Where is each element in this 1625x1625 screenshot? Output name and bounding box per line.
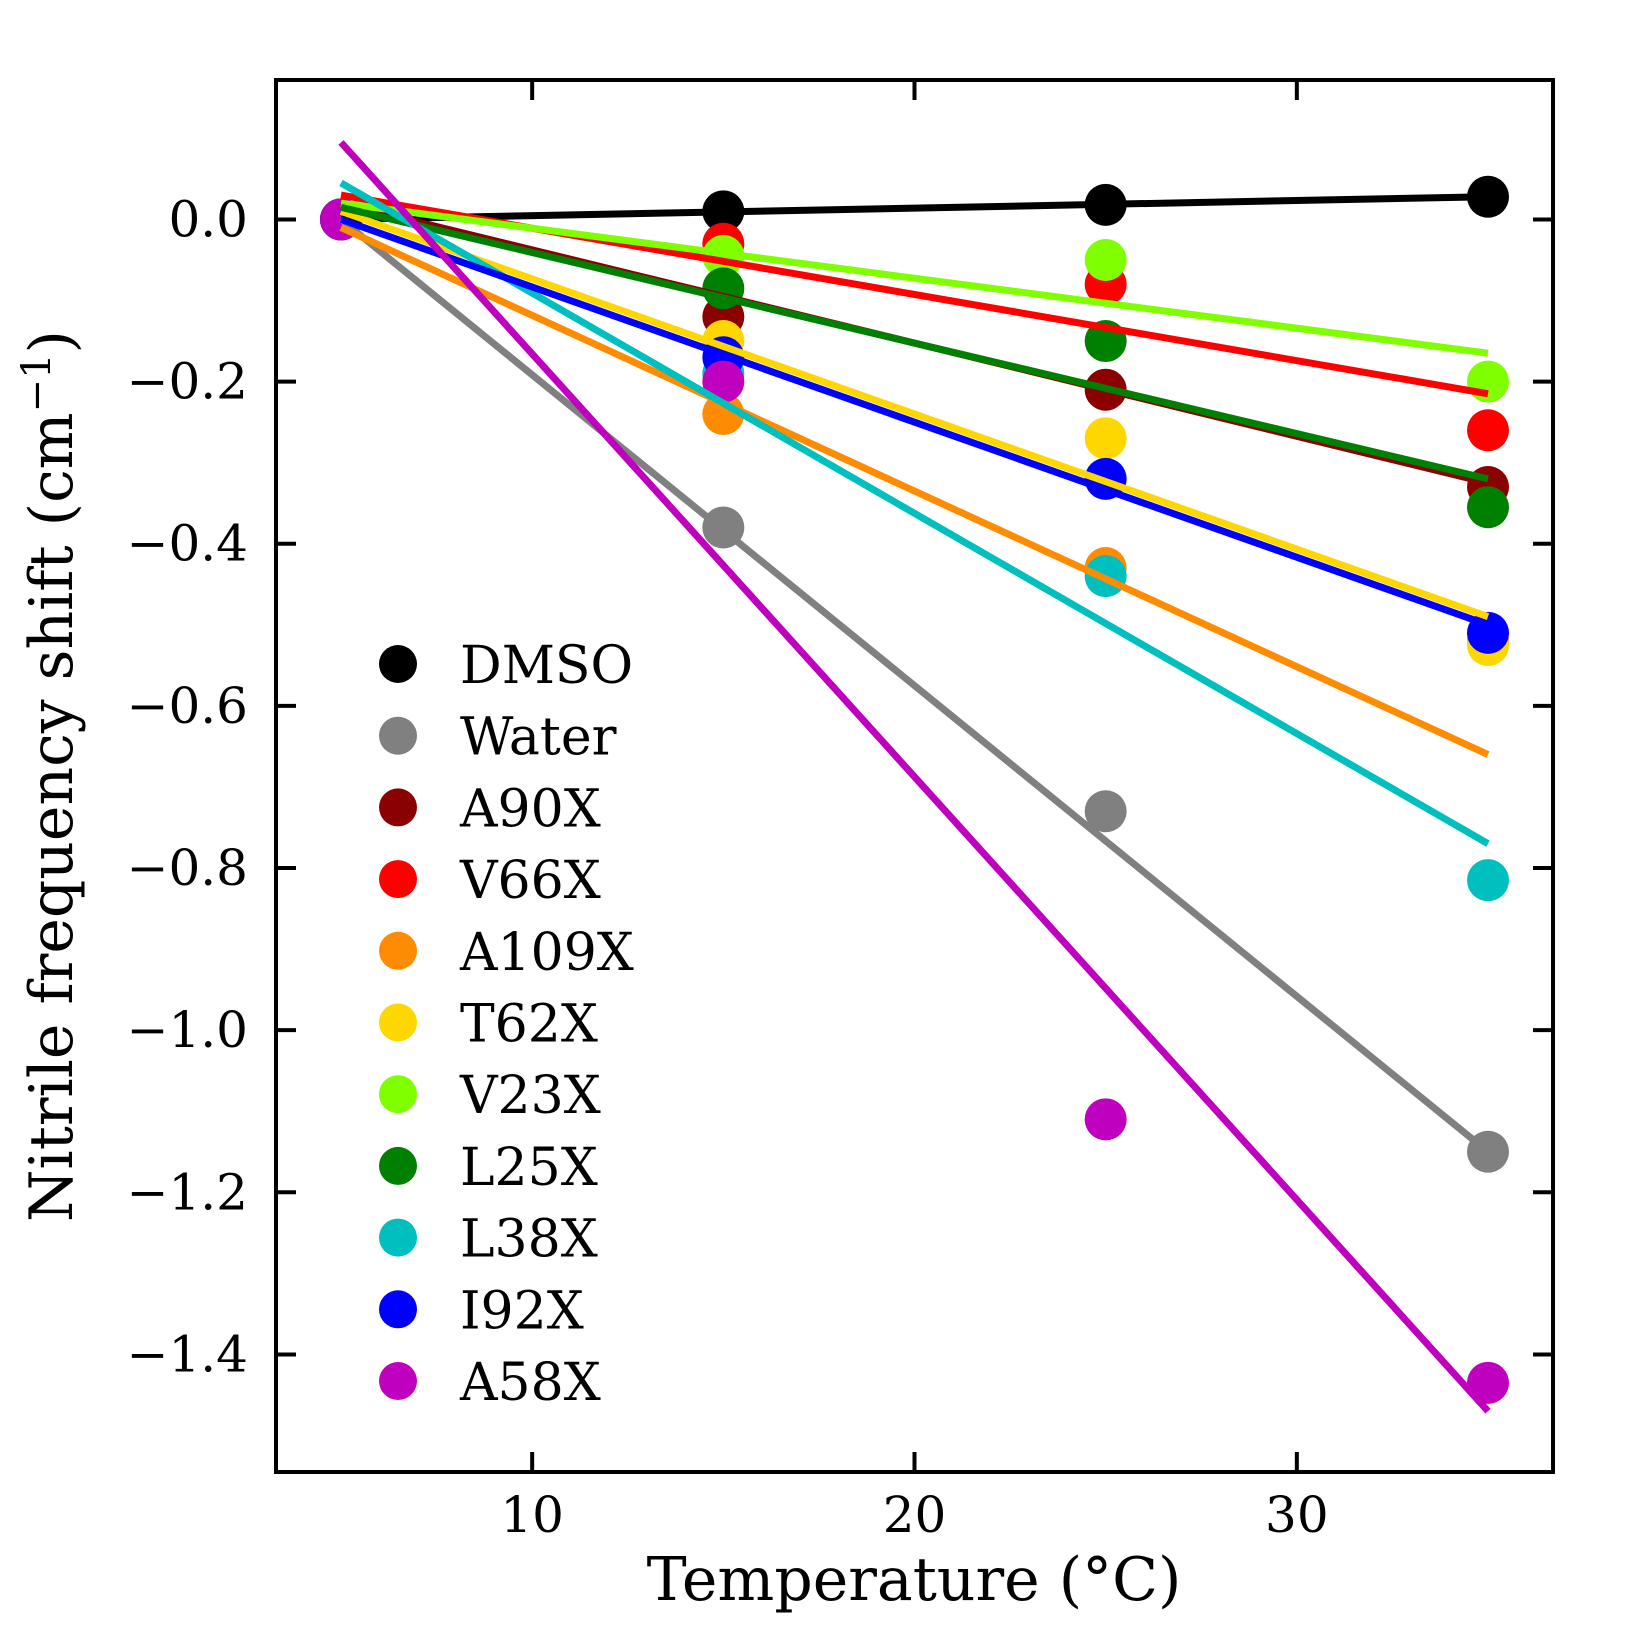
legend-label: I92X [460, 1281, 584, 1341]
y-tick-label: −1.0 [127, 1001, 248, 1059]
y-tick-label: −0.2 [127, 353, 248, 411]
fit-line-water [338, 216, 1491, 1155]
data-point [1467, 1361, 1510, 1404]
data-point [1467, 859, 1510, 902]
ticks [276, 80, 1553, 1472]
y-tick-label: −0.4 [127, 515, 248, 573]
legend-label: L25X [460, 1138, 598, 1198]
data-point [1467, 409, 1510, 452]
data-point [1084, 1098, 1127, 1141]
legend-marker [379, 1003, 417, 1042]
x-tick-label: 20 [883, 1486, 947, 1544]
data-point [1084, 790, 1127, 833]
legend-label: A109X [459, 923, 634, 983]
fit-line-l38x [339, 179, 1490, 847]
legend-label: A58X [459, 1353, 601, 1413]
fit-line-a109x [339, 224, 1490, 758]
legend-marker [379, 1218, 417, 1257]
y-axis-title: Nitrile frequency shift (cm−1) [14, 330, 87, 1222]
legend-label: Water [460, 708, 617, 768]
legend-marker [379, 1362, 417, 1400]
legend-label: DMSO [460, 636, 633, 696]
tick-labels: 10 20 30 0.0 −0.2 −0.4 −0.6 −0.8 −1.0 −1.2 −1.4 [127, 190, 1329, 1544]
legend-marker [379, 1075, 417, 1114]
y-axis-title-close: ) [17, 330, 87, 353]
fit-line-t62x [339, 208, 1490, 620]
legend-marker [379, 860, 417, 899]
legend-marker [379, 716, 417, 755]
fit-line-l25x [340, 203, 1489, 483]
data-point [1467, 486, 1510, 529]
plot-area [319, 140, 1510, 1414]
legend-marker [379, 1290, 417, 1329]
legend-label: A90X [459, 779, 601, 839]
x-tick-label: 10 [500, 1486, 564, 1544]
y-tick-label: 0.0 [168, 190, 248, 248]
y-tick-label: −1.2 [127, 1163, 248, 1221]
legend-label: V66X [459, 851, 601, 911]
data-point [1467, 360, 1510, 403]
legend: DMSO Water A90X V66X A109X T62X V23X L25X L38X I9… [379, 636, 634, 1413]
legend-marker [379, 788, 417, 827]
fit-line-dmso [340, 193, 1489, 223]
legend-label: T62X [460, 995, 598, 1055]
y-tick-label: −1.4 [127, 1325, 248, 1383]
x-tick-label: 30 [1265, 1486, 1329, 1544]
y-axis-title-sup: −1 [14, 353, 60, 412]
legend-marker [379, 645, 417, 683]
data-point [1084, 417, 1127, 460]
legend-marker [379, 1146, 417, 1185]
y-axis-title-main: Nitrile frequency shift (cm [17, 412, 87, 1222]
y-tick-label: −0.6 [127, 677, 248, 735]
legend-label: L38X [460, 1210, 598, 1270]
x-axis-title: Temperature (°C) [647, 1545, 1182, 1615]
data-point [702, 393, 745, 436]
fit-line-a58x [338, 140, 1491, 1414]
data-point [1084, 238, 1127, 281]
data-point [702, 360, 745, 403]
legend-marker [379, 931, 417, 970]
plot-inner [319, 140, 1510, 1414]
fit-line-v23x [340, 199, 1489, 357]
y-tick-label: −0.8 [127, 839, 248, 897]
legend-label: V23X [459, 1066, 601, 1126]
fit-line-i92x [339, 216, 1490, 629]
